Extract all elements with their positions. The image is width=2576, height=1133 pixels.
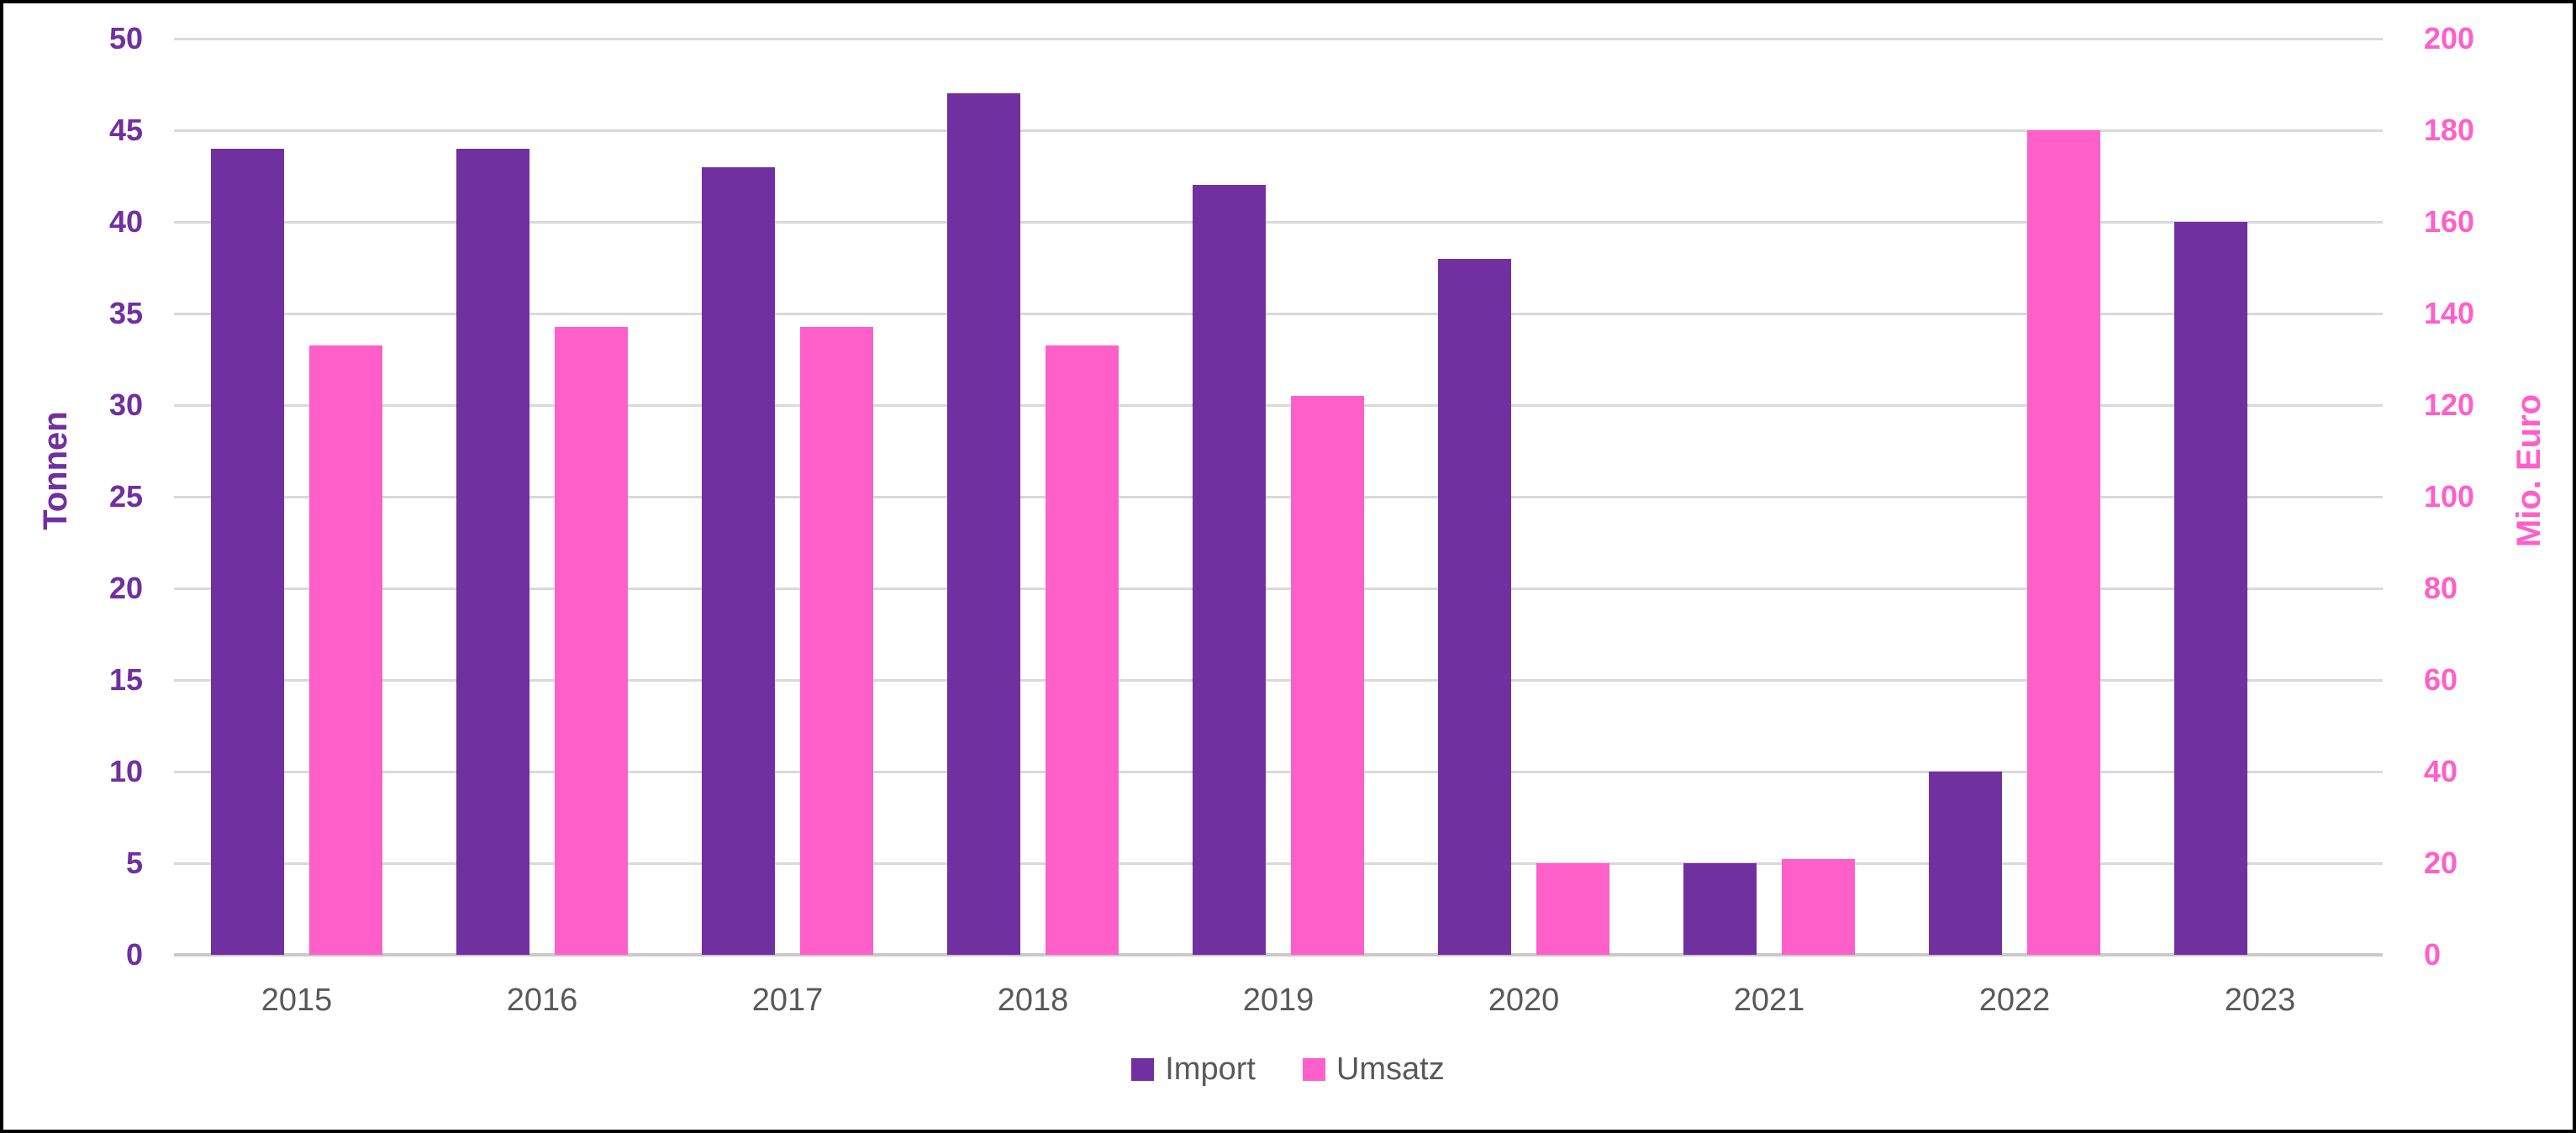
bar-umsatz-2017	[800, 327, 873, 955]
left-axis-title: Tonnen	[37, 411, 74, 530]
plot-area	[174, 38, 2383, 956]
left-tick-20: 20	[108, 571, 143, 605]
year-label-2019: 2019	[1242, 983, 1314, 1018]
right-tick-80: 80	[2424, 571, 2458, 605]
right-tick-160: 160	[2424, 204, 2475, 239]
right-axis-title: Mio. Euro	[2510, 393, 2547, 548]
left-tick-35: 35	[108, 296, 143, 330]
right-tick-20: 20	[2424, 846, 2458, 880]
year-label-2021: 2021	[1733, 983, 1805, 1018]
right-tick-140: 140	[2424, 296, 2475, 330]
umsatz-series-swatch-icon	[1302, 1057, 1325, 1081]
year-label-2020: 2020	[1488, 983, 1560, 1018]
year-label-2016: 2016	[506, 983, 578, 1018]
left-tick-25: 25	[108, 479, 143, 514]
gridline-50	[174, 38, 2383, 40]
gridline-45	[174, 129, 2383, 132]
left-tick-5: 5	[125, 846, 143, 880]
gridline-20	[174, 588, 2383, 590]
right-tick-100: 100	[2424, 479, 2475, 514]
left-tick-45: 45	[108, 113, 143, 147]
legend-item-umsatz: Umsatz	[1302, 1051, 1445, 1088]
gridline-30	[174, 404, 2383, 407]
bar-umsatz-2020	[1536, 863, 1609, 955]
bar-umsatz-2021	[1782, 858, 1855, 955]
left-tick-15: 15	[108, 662, 143, 697]
bar-umsatz-2019	[1291, 396, 1364, 955]
bar-import-2015	[211, 148, 284, 955]
bar-import-2022	[1929, 772, 2002, 955]
import-series-swatch-icon	[1131, 1057, 1155, 1081]
bar-import-2023	[2174, 222, 2247, 955]
right-tick-120: 120	[2424, 387, 2475, 422]
right-tick-180: 180	[2424, 113, 2475, 147]
left-tick-10: 10	[108, 754, 143, 788]
left-tick-30: 30	[108, 387, 143, 422]
bar-import-2017	[702, 166, 775, 955]
x-axis-line	[174, 953, 2383, 956]
legend-label-umsatz: Umsatz	[1335, 1051, 1445, 1087]
legend: Import Umsatz	[0, 1051, 2576, 1088]
year-label-2015: 2015	[261, 983, 333, 1018]
gridline-25	[174, 496, 2383, 498]
right-tick-60: 60	[2424, 662, 2458, 697]
gridline-40	[174, 221, 2383, 224]
gridline-15	[174, 679, 2383, 682]
year-label-2017: 2017	[751, 983, 824, 1018]
gridline-35	[174, 313, 2383, 315]
year-label-2018: 2018	[997, 983, 1069, 1018]
bar-import-2018	[947, 93, 1020, 955]
bar-umsatz-2015	[309, 345, 382, 955]
bar-import-2019	[1193, 185, 1266, 955]
year-label-2022: 2022	[1978, 983, 2051, 1018]
bar-import-2020	[1438, 258, 1511, 955]
bar-import-2016	[456, 148, 529, 955]
bar-umsatz-2022	[2027, 130, 2100, 955]
left-tick-0: 0	[125, 937, 143, 972]
gridline-10	[174, 771, 2383, 773]
legend-item-import: Import	[1131, 1051, 1256, 1088]
left-tick-50: 50	[108, 21, 143, 55]
left-tick-40: 40	[108, 204, 143, 239]
right-tick-200: 200	[2424, 21, 2475, 55]
bar-umsatz-2016	[555, 327, 628, 955]
right-tick-0: 0	[2424, 937, 2442, 972]
bar-umsatz-2018	[1046, 345, 1119, 955]
bar-import-2021	[1683, 863, 1757, 955]
right-tick-40: 40	[2424, 754, 2458, 788]
legend-label-import: Import	[1165, 1051, 1256, 1087]
year-label-2023: 2023	[2224, 983, 2296, 1018]
gridline-5	[174, 862, 2383, 865]
